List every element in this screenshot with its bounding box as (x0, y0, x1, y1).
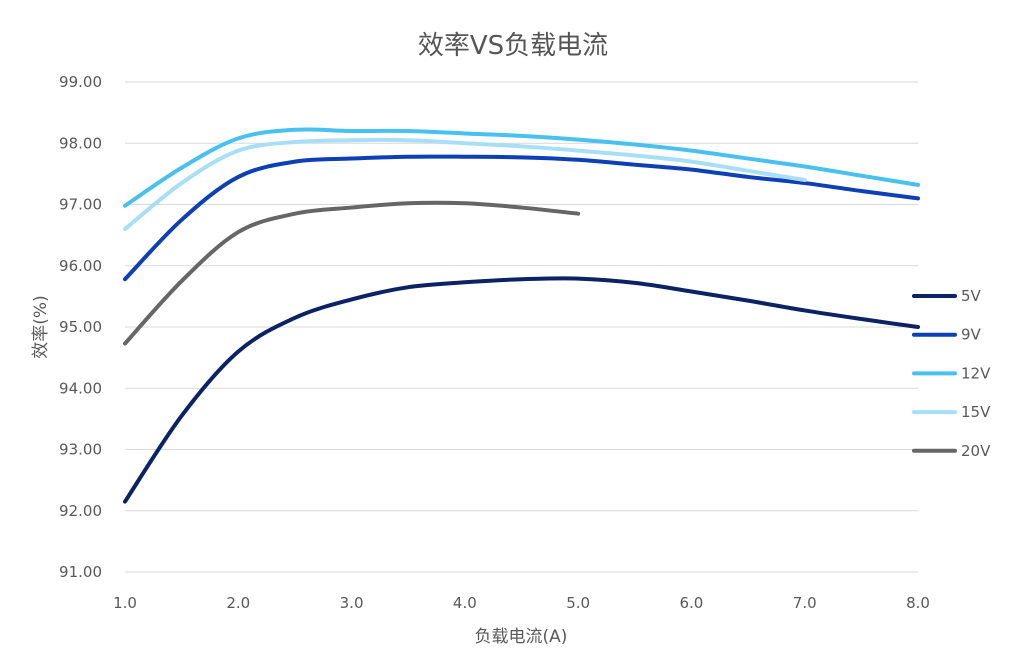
x-axis-label: 负载电流(A) (475, 627, 568, 647)
y-tick-label: 94.00 (59, 379, 102, 397)
legend-label: 5V (961, 287, 982, 305)
series-line-12v (123, 127, 920, 208)
y-tick-label: 93.00 (59, 441, 102, 459)
y-tick-label: 97.00 (59, 196, 102, 214)
x-tick-label: 3.0 (340, 594, 364, 612)
legend-label: 9V (961, 326, 982, 344)
series-lines (123, 127, 920, 504)
x-tick-label: 6.0 (679, 594, 703, 612)
legend-item-12v: 12V (912, 364, 991, 382)
x-tick-label: 2.0 (226, 594, 250, 612)
gridlines (125, 81, 918, 573)
x-tick-labels: 1.0 2.0 3.0 4.0 5.0 6.0 7.0 8.0 (113, 594, 930, 612)
x-tick-label: 5.0 (566, 594, 590, 612)
series-line-9v (123, 154, 920, 282)
series-line-20v (123, 200, 581, 346)
y-tick-label: 96.00 (59, 257, 102, 275)
y-tick-label: 92.00 (59, 502, 102, 520)
series-line-5v (123, 276, 920, 504)
y-tick-label: 91.00 (59, 563, 102, 581)
legend-item-15v: 15V (912, 403, 991, 421)
legend-item-20v: 20V (912, 442, 991, 460)
x-tick-label: 8.0 (906, 594, 930, 612)
legend-item-5v: 5V (912, 287, 982, 305)
y-axis-label: 效率(%) (31, 295, 51, 358)
legend: 5V 9V 12V 15V 20V (912, 287, 991, 460)
y-tick-label: 95.00 (59, 318, 102, 336)
y-tick-label: 98.00 (59, 134, 102, 152)
legend-label: 15V (961, 403, 991, 421)
series-line-15v (123, 137, 807, 231)
legend-label: 20V (961, 442, 991, 460)
legend-item-9v: 9V (912, 326, 982, 344)
x-tick-label: 4.0 (453, 594, 477, 612)
x-tick-label: 1.0 (113, 594, 137, 612)
y-tick-label: 99.00 (59, 73, 102, 91)
legend-label: 12V (961, 364, 991, 382)
chart-title: 效率VS负载电流 (418, 31, 608, 61)
y-tick-labels: 91.00 92.00 93.00 94.00 95.00 96.00 97.00 98.00… (59, 73, 102, 581)
x-tick-label: 7.0 (793, 594, 817, 612)
